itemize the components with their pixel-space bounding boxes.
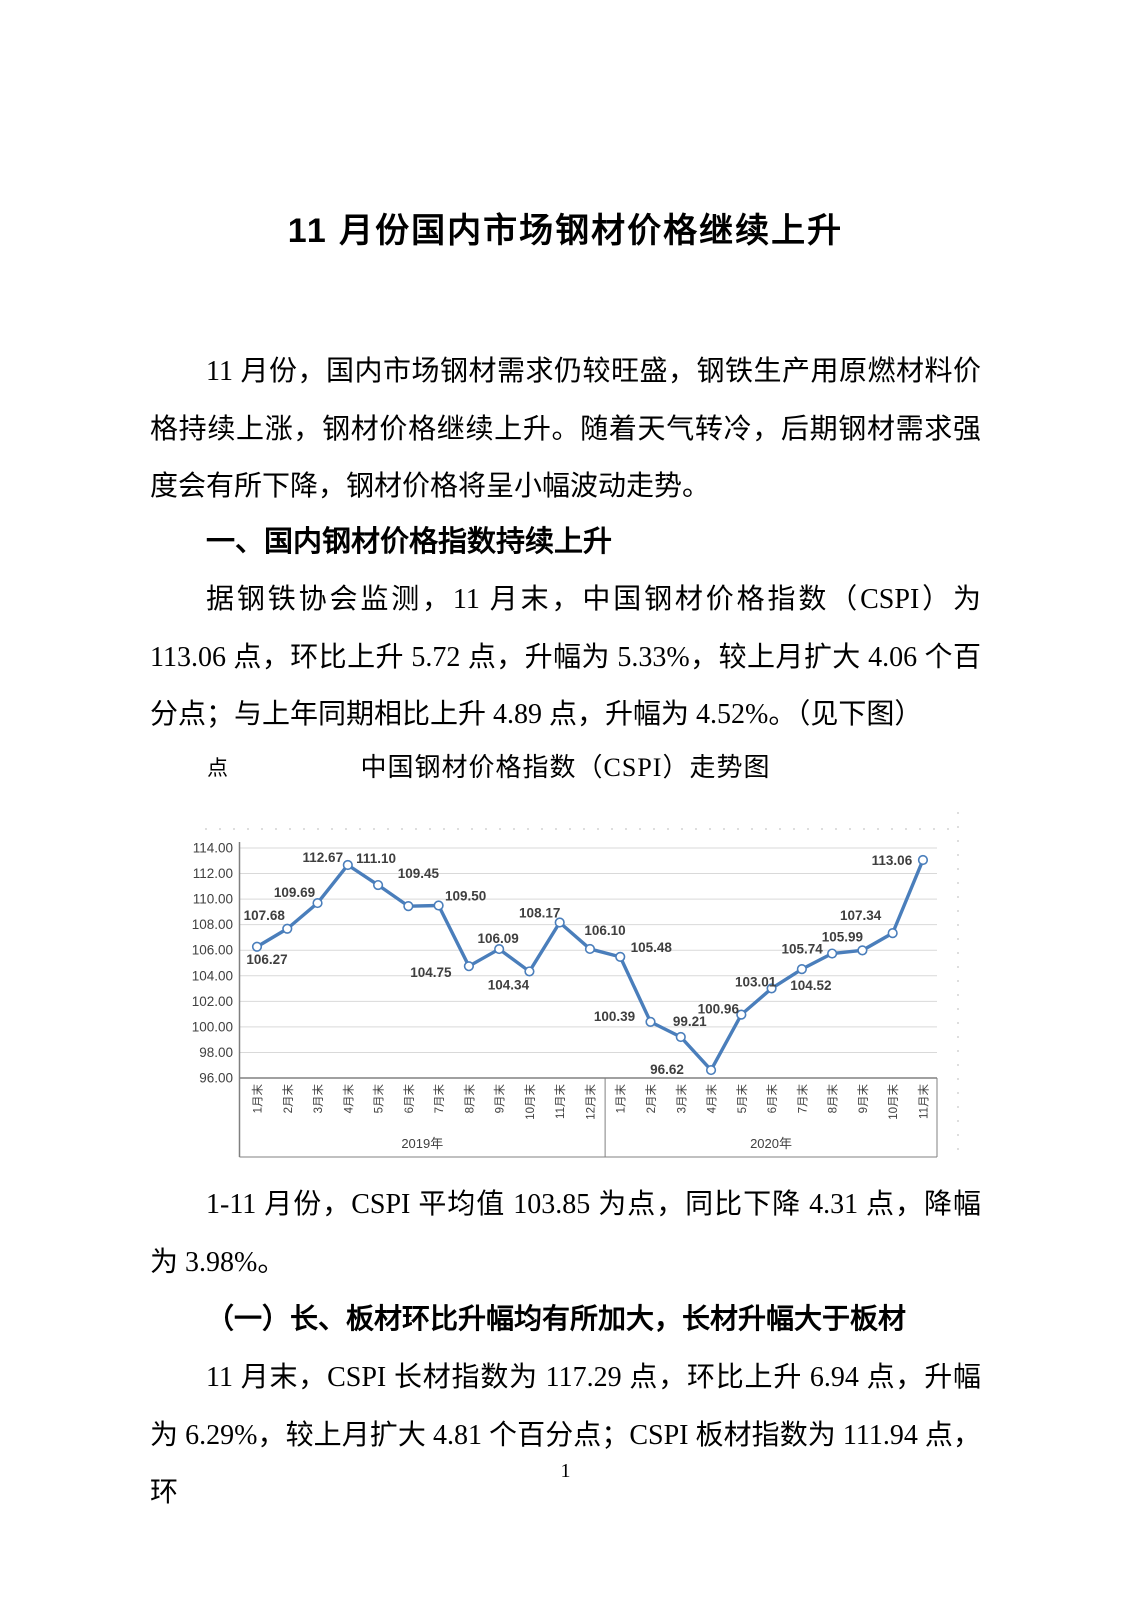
data-point-marker [857, 945, 868, 956]
x-axis-tick-label: 10月末 [523, 1084, 537, 1120]
x-axis-tick-label: 9月末 [856, 1084, 870, 1114]
y-axis-tick-label: 114.00 [193, 841, 233, 856]
data-point-label: 104.52 [790, 978, 831, 993]
x-axis-tick-label: 3月末 [311, 1084, 325, 1114]
y-axis-tick-label: 102.00 [192, 994, 233, 1009]
data-point-marker [312, 897, 323, 909]
x-axis-tick-label: 1月末 [251, 1084, 265, 1114]
data-point-marker [403, 901, 414, 912]
data-point-marker [372, 879, 384, 891]
data-point-marker [827, 948, 838, 959]
y-axis-tick-label: 112.00 [193, 866, 233, 881]
data-point-marker [282, 923, 293, 934]
data-point-label: 99.21 [673, 1014, 707, 1029]
y-axis-tick-label: 96.00 [199, 1071, 233, 1086]
data-point-label: 104.34 [488, 977, 530, 992]
document-title: 11 月份国内市场钢材价格继续上升 [287, 212, 844, 250]
x-axis-tick-label: 2月末 [281, 1084, 295, 1114]
x-axis-tick-label: 11月末 [553, 1084, 567, 1119]
data-point-label: 109.45 [398, 866, 440, 881]
y-axis-tick-label: 106.00 [192, 943, 233, 958]
x-axis-tick-label: 8月末 [826, 1084, 840, 1114]
x-axis-tick-label: 3月末 [674, 1084, 688, 1114]
data-point-label: 106.10 [584, 923, 625, 938]
data-point-marker [766, 983, 777, 994]
paragraph-cspi-summary: 据钢铁协会监测，11 月末，中国钢材价格指数（CSPI）为 113.06 点，环… [150, 584, 981, 731]
data-point-marker [615, 951, 626, 962]
x-axis-tick-label: 6月末 [402, 1084, 416, 1114]
x-axis-tick-label: 5月末 [372, 1084, 386, 1114]
x-axis-tick-label: 10月末 [886, 1084, 900, 1120]
x-axis-tick-label: 5月末 [735, 1084, 749, 1114]
data-point-marker [463, 961, 474, 972]
data-point-label: 109.50 [445, 889, 486, 904]
cspi-trend-chart-svg: 114.00 112.00 110.00 108.00 106.00 104.00 102.… [192, 812, 959, 1158]
data-point-marker [796, 964, 807, 975]
x-axis-tick-label: 7月末 [795, 1084, 809, 1114]
data-point-label: 100.96 [698, 1002, 740, 1017]
paragraph-long-flat-index: 11 月末，CSPI 长材指数为 117.29 点，环比上升 6.94 点，升幅… [150, 1362, 981, 1509]
data-point-marker [433, 900, 444, 911]
x-axis-tick-label: 2月末 [644, 1084, 658, 1114]
data-point-label: 112.67 [303, 850, 344, 865]
chart-y-axis-unit-label: 点 [207, 756, 228, 780]
y-axis-tick-label: 98.00 [199, 1045, 233, 1060]
subsection-heading-1: （一）长、板材环比升幅均有所加大，长材升幅大于板材 [206, 1304, 907, 1335]
x-axis-tick-label: 9月末 [493, 1084, 507, 1114]
y-axis-tick-label: 104.00 [192, 968, 233, 983]
data-point-label: 108.17 [519, 905, 560, 920]
data-point-label: 109.69 [274, 885, 315, 900]
data-point-marker [675, 1031, 686, 1043]
data-point-label: 111.10 [356, 851, 396, 866]
cspi-trend-chart: 114.00 112.00 110.00 108.00 106.00 104.00 102.… [180, 798, 960, 1163]
data-point-label: 107.68 [244, 908, 286, 923]
x-axis-group-label: 2020年 [750, 1136, 792, 1151]
data-point-label: 106.09 [478, 931, 519, 946]
data-point-label: 105.74 [781, 942, 823, 957]
data-point-marker [736, 1009, 747, 1020]
data-point-marker [917, 854, 929, 866]
x-axis-tick-label: 11月末 [916, 1084, 930, 1119]
x-axis-tick-label: 4月末 [341, 1084, 355, 1114]
data-point-label: 105.99 [822, 929, 863, 944]
data-point-marker [584, 943, 596, 955]
data-point-label: 106.27 [246, 952, 287, 967]
y-axis-tick-label: 100.00 [192, 1019, 233, 1034]
x-axis-tick-label: 12月末 [583, 1084, 597, 1120]
data-point-marker [887, 928, 898, 939]
data-point-marker [705, 1064, 717, 1076]
section-heading-1: 一、国内钢材价格指数持续上升 [206, 526, 613, 558]
data-point-marker [251, 941, 263, 952]
y-axis-tick-label: 110.00 [193, 892, 233, 907]
x-axis-tick-label: 1月末 [614, 1084, 628, 1114]
paragraph-intro: 11 月份，国内市场钢材需求仍较旺盛，钢铁生产用原燃材料价格持续上涨，钢材价格继… [150, 356, 981, 503]
data-point-label: 100.39 [594, 1009, 635, 1024]
data-point-marker [342, 859, 353, 871]
chart-title: 中国钢材价格指数（CSPI）走势图 [360, 753, 771, 782]
data-point-marker [494, 943, 505, 955]
data-point-label: 105.48 [631, 940, 673, 955]
x-axis-group-label: 2019年 [401, 1136, 443, 1151]
data-point-label: 104.75 [410, 965, 452, 980]
cspi-line-series [255, 858, 925, 1072]
x-axis-tick-label: 7月末 [432, 1084, 446, 1114]
x-axis-tick-label: 4月末 [705, 1084, 719, 1114]
data-point-marker [554, 917, 565, 928]
x-axis-tick-label: 6月末 [765, 1084, 779, 1114]
paragraph-average: 1-11 月份，CSPI 平均值 103.85 为点，同比下降 4.31 点，降… [150, 1189, 981, 1278]
data-point-marker [645, 1016, 656, 1028]
data-point-label: 113.06 [872, 853, 913, 868]
data-point-label: 107.34 [840, 908, 882, 923]
page-number: 1 [560, 1460, 571, 1482]
data-point-marker [524, 966, 535, 977]
data-point-label: 96.62 [650, 1062, 684, 1077]
data-point-label: 103.01 [735, 974, 777, 989]
y-axis-tick-label: 108.00 [192, 917, 233, 932]
x-axis-tick-label: 8月末 [462, 1084, 476, 1114]
